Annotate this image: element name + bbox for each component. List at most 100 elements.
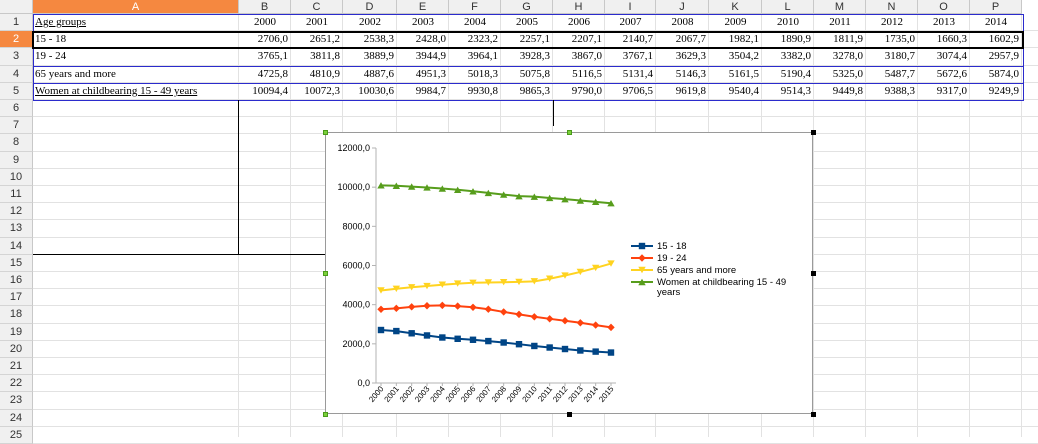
cell-value[interactable]: 9619,8 [675, 84, 706, 97]
row-header-23[interactable]: 23 [0, 392, 33, 410]
cell-value[interactable]: 5131,4 [622, 67, 653, 80]
cell-value[interactable]: 9388,3 [884, 84, 915, 97]
resize-handle[interactable] [567, 130, 572, 135]
cell-year-2006[interactable]: 2006 [568, 16, 590, 28]
column-header-n[interactable]: N [866, 0, 918, 14]
cell-value[interactable]: 2323,2 [467, 33, 498, 46]
column-header-l[interactable]: L [762, 0, 814, 14]
cell-value[interactable]: 2538,3 [363, 33, 394, 46]
cell-value[interactable]: 3629,3 [675, 50, 706, 63]
cell-value[interactable]: 9706,5 [622, 84, 653, 97]
cell-value[interactable]: 3278,0 [832, 50, 863, 63]
column-header-g[interactable]: G [501, 0, 553, 14]
row-header-21[interactable]: 21 [0, 358, 33, 376]
resize-handle[interactable] [811, 271, 816, 276]
cell-value[interactable]: 9514,3 [780, 84, 811, 97]
cell-year-2004[interactable]: 2004 [464, 16, 486, 28]
resize-handle[interactable] [323, 130, 328, 135]
cell-value[interactable]: 4810,9 [309, 67, 340, 80]
cell-row-label[interactable]: Women at childbearing 15 - 49 years [35, 84, 198, 97]
row-header-2[interactable]: 2 [0, 31, 33, 49]
cell-value[interactable]: 9540,4 [728, 84, 759, 97]
row-header-12[interactable]: 12 [0, 203, 33, 221]
row-header-4[interactable]: 4 [0, 65, 33, 83]
row-header-18[interactable]: 18 [0, 306, 33, 324]
row-header-15[interactable]: 15 [0, 254, 33, 272]
cell-row-label[interactable]: 19 - 24 [35, 50, 67, 63]
cell-value[interactable]: 9930,8 [467, 84, 498, 97]
row-header-3[interactable]: 3 [0, 48, 33, 66]
select-all-corner[interactable] [0, 0, 33, 14]
cell-value[interactable]: 3504,2 [728, 50, 759, 63]
cell-value[interactable]: 5146,3 [675, 67, 706, 80]
cell-value[interactable]: 9790,0 [571, 84, 602, 97]
cell-value[interactable]: 5190,4 [780, 67, 811, 80]
row-header-5[interactable]: 5 [0, 82, 33, 100]
cell-value[interactable]: 1811,9 [833, 33, 863, 46]
cell-value[interactable]: 9249,9 [988, 84, 1019, 97]
cell-value[interactable]: 10072,3 [304, 84, 340, 97]
cell-value[interactable]: 1602,9 [988, 33, 1019, 46]
resize-handle[interactable] [567, 412, 572, 417]
column-header-k[interactable]: K [709, 0, 762, 14]
cell-value[interactable]: 5487,7 [884, 67, 915, 80]
row-header-20[interactable]: 20 [0, 340, 33, 358]
row-header-13[interactable]: 13 [0, 220, 33, 238]
row-header-19[interactable]: 19 [0, 323, 33, 341]
cell-value[interactable]: 5116,5 [572, 67, 602, 80]
cell-year-2005[interactable]: 2005 [516, 16, 538, 28]
cell-year-2011[interactable]: 2011 [829, 16, 851, 28]
cell-value[interactable]: 2651,2 [309, 33, 340, 46]
resize-handle[interactable] [323, 271, 328, 276]
cell-year-2002[interactable]: 2002 [359, 16, 381, 28]
column-header-j[interactable]: J [656, 0, 709, 14]
cell-year-2001[interactable]: 2001 [306, 16, 328, 28]
column-header-a[interactable]: A [33, 0, 239, 14]
row-header-7[interactable]: 7 [0, 117, 33, 135]
column-header-o[interactable]: O [918, 0, 970, 14]
cell-value[interactable]: 1660,3 [936, 33, 967, 46]
resize-handle[interactable] [811, 412, 816, 417]
cell-row-label[interactable]: 15 - 18 [35, 33, 67, 46]
cell-value[interactable]: 10094,4 [252, 84, 288, 97]
cell-value[interactable]: 3867,0 [571, 50, 602, 63]
series-2[interactable] [377, 301, 615, 332]
cell-value[interactable]: 2257,1 [519, 33, 550, 46]
row-header-1[interactable]: 1 [0, 14, 33, 32]
cell-value[interactable]: 3964,1 [467, 50, 498, 63]
cell-value[interactable]: 3928,3 [519, 50, 550, 63]
cell-value[interactable]: 3382,0 [780, 50, 811, 63]
column-header-h[interactable]: H [553, 0, 605, 14]
cell-year-2013[interactable]: 2013 [933, 16, 955, 28]
column-header-f[interactable]: F [449, 0, 501, 14]
cell-value[interactable]: 9984,7 [415, 84, 446, 97]
cell-value[interactable]: 2067,7 [675, 33, 706, 46]
line-chart[interactable]: 0,0 2000,0 4000,0 6000,0 8000,0 10000,0 12000,… [325, 132, 813, 414]
cell-value[interactable]: 9865,3 [519, 84, 550, 97]
cell-value[interactable]: 5161,5 [728, 67, 759, 80]
cell-year-2012[interactable]: 2012 [881, 16, 903, 28]
column-header-d[interactable]: D [343, 0, 397, 14]
cell-value[interactable]: 4951,3 [415, 67, 446, 80]
row-header-14[interactable]: 14 [0, 237, 33, 255]
cell-year-2014[interactable]: 2014 [985, 16, 1007, 28]
resize-handle[interactable] [323, 412, 328, 417]
cell-value[interactable]: 5075,8 [519, 67, 550, 80]
cell-year-2007[interactable]: 2007 [619, 16, 642, 28]
cell-value[interactable]: 2706,0 [257, 33, 288, 46]
cell-value[interactable]: 5018,3 [467, 67, 498, 80]
cell-value[interactable]: 3767,1 [622, 50, 653, 63]
cell-year-2010[interactable]: 2010 [777, 16, 799, 28]
cell-value[interactable]: 9449,8 [832, 84, 863, 97]
row-header-8[interactable]: 8 [0, 134, 33, 152]
column-header-c[interactable]: C [291, 0, 343, 14]
cell-year-2008[interactable]: 2008 [671, 16, 694, 28]
cell-value[interactable]: 5874,0 [988, 67, 1019, 80]
column-header-i[interactable]: I [605, 0, 656, 14]
cell-value[interactable]: 1890,9 [780, 33, 811, 46]
row-header-17[interactable]: 17 [0, 289, 33, 307]
cell-value[interactable]: 3765,1 [257, 50, 288, 63]
cell-value[interactable]: 3944,9 [415, 50, 446, 63]
